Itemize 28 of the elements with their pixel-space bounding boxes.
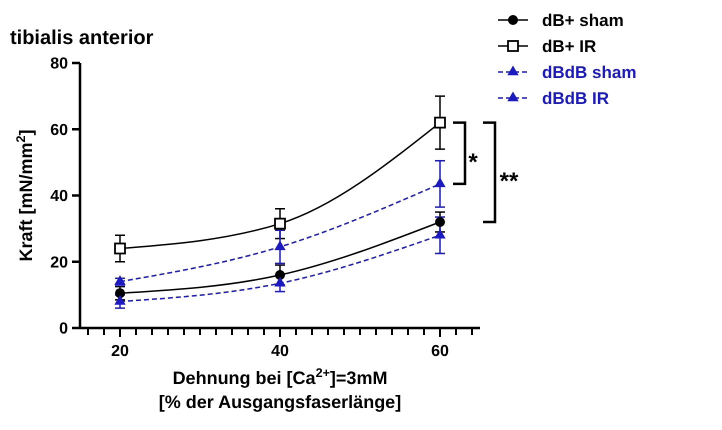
legend-label: dBdB IR <box>542 88 610 108</box>
point <box>275 270 285 280</box>
point <box>434 116 446 129</box>
legend-label: dB+ IR <box>542 36 596 56</box>
point <box>274 240 286 250</box>
annotation: * <box>468 149 478 176</box>
point <box>114 275 126 285</box>
chart-title: tibialis anterior <box>10 27 154 49</box>
x-tick-label: 60 <box>431 343 449 360</box>
x-tick-label: 40 <box>271 343 289 360</box>
x-tick-label: 20 <box>111 343 129 360</box>
point <box>114 294 126 305</box>
y-tick-label: 80 <box>50 56 68 73</box>
annotation: ** <box>500 168 519 196</box>
point <box>114 242 126 254</box>
y-tick-label: 0 <box>59 320 68 338</box>
point <box>434 177 446 188</box>
y-tick-label: 20 <box>50 254 68 272</box>
point <box>115 288 125 298</box>
point <box>434 228 446 239</box>
legend-label: dB+ sham <box>542 10 624 30</box>
y-tick-label: 60 <box>50 122 68 139</box>
legend-label: dBdB sham <box>542 62 636 82</box>
y-tick-label: 40 <box>50 188 68 206</box>
point <box>435 217 445 227</box>
x-axis-title: Dehnung bei [Ca$^{2+}$]=3mM [% der Ausgangsfaserlänge] <box>158 366 402 412</box>
point <box>274 276 286 287</box>
point <box>274 218 286 230</box>
